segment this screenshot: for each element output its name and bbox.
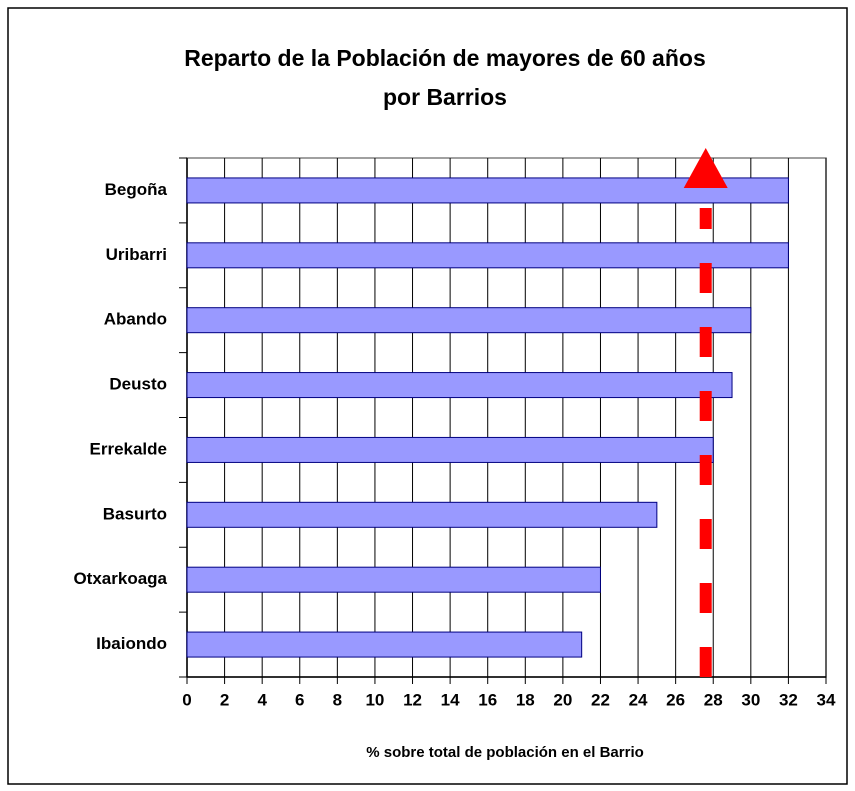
- x-tick-label: 12: [403, 690, 422, 709]
- x-tick-label: 4: [257, 690, 267, 709]
- x-axis-label: % sobre total de población en el Barrio: [366, 744, 644, 761]
- x-tick-label: 14: [441, 690, 460, 709]
- y-tick-label: Abando: [104, 310, 167, 329]
- x-tick-label: 6: [295, 690, 304, 709]
- bar: [186, 372, 733, 399]
- x-tick-label: 32: [779, 690, 798, 709]
- x-tick-label: 24: [629, 690, 648, 709]
- x-tick-label: 10: [365, 690, 384, 709]
- bar: [186, 307, 752, 334]
- y-tick-label: Basurto: [103, 504, 167, 523]
- x-tick-label: 28: [704, 690, 723, 709]
- y-tick-label: Ibaiondo: [96, 634, 167, 653]
- x-tick-label: 26: [666, 690, 685, 709]
- x-tick-label: 0: [182, 690, 191, 709]
- y-tick-label: Otxarkoaga: [73, 569, 167, 588]
- x-tick-label: 8: [333, 690, 342, 709]
- bar: [186, 566, 601, 593]
- bar: [186, 242, 789, 269]
- y-tick-label: Deusto: [109, 375, 167, 394]
- x-tick-label: 18: [516, 690, 535, 709]
- x-tick-label: 22: [591, 690, 610, 709]
- bar: [186, 631, 583, 658]
- y-tick-label: Errekalde: [90, 439, 168, 458]
- bar: [186, 501, 658, 528]
- x-tick-label: 20: [553, 690, 572, 709]
- x-tick-label: 16: [478, 690, 497, 709]
- chart-title: por Barrios: [383, 84, 507, 110]
- chart-title: Reparto de la Población de mayores de 60…: [184, 45, 706, 71]
- x-tick-label: 34: [817, 690, 836, 709]
- reference-arrow-head: [683, 148, 728, 188]
- y-tick-label: Uribarri: [106, 245, 167, 264]
- x-tick-label: 2: [220, 690, 229, 709]
- y-tick-label: Begoña: [105, 180, 168, 199]
- bar: [186, 436, 714, 463]
- plot-area: [186, 157, 827, 678]
- x-tick-label: 30: [741, 690, 760, 709]
